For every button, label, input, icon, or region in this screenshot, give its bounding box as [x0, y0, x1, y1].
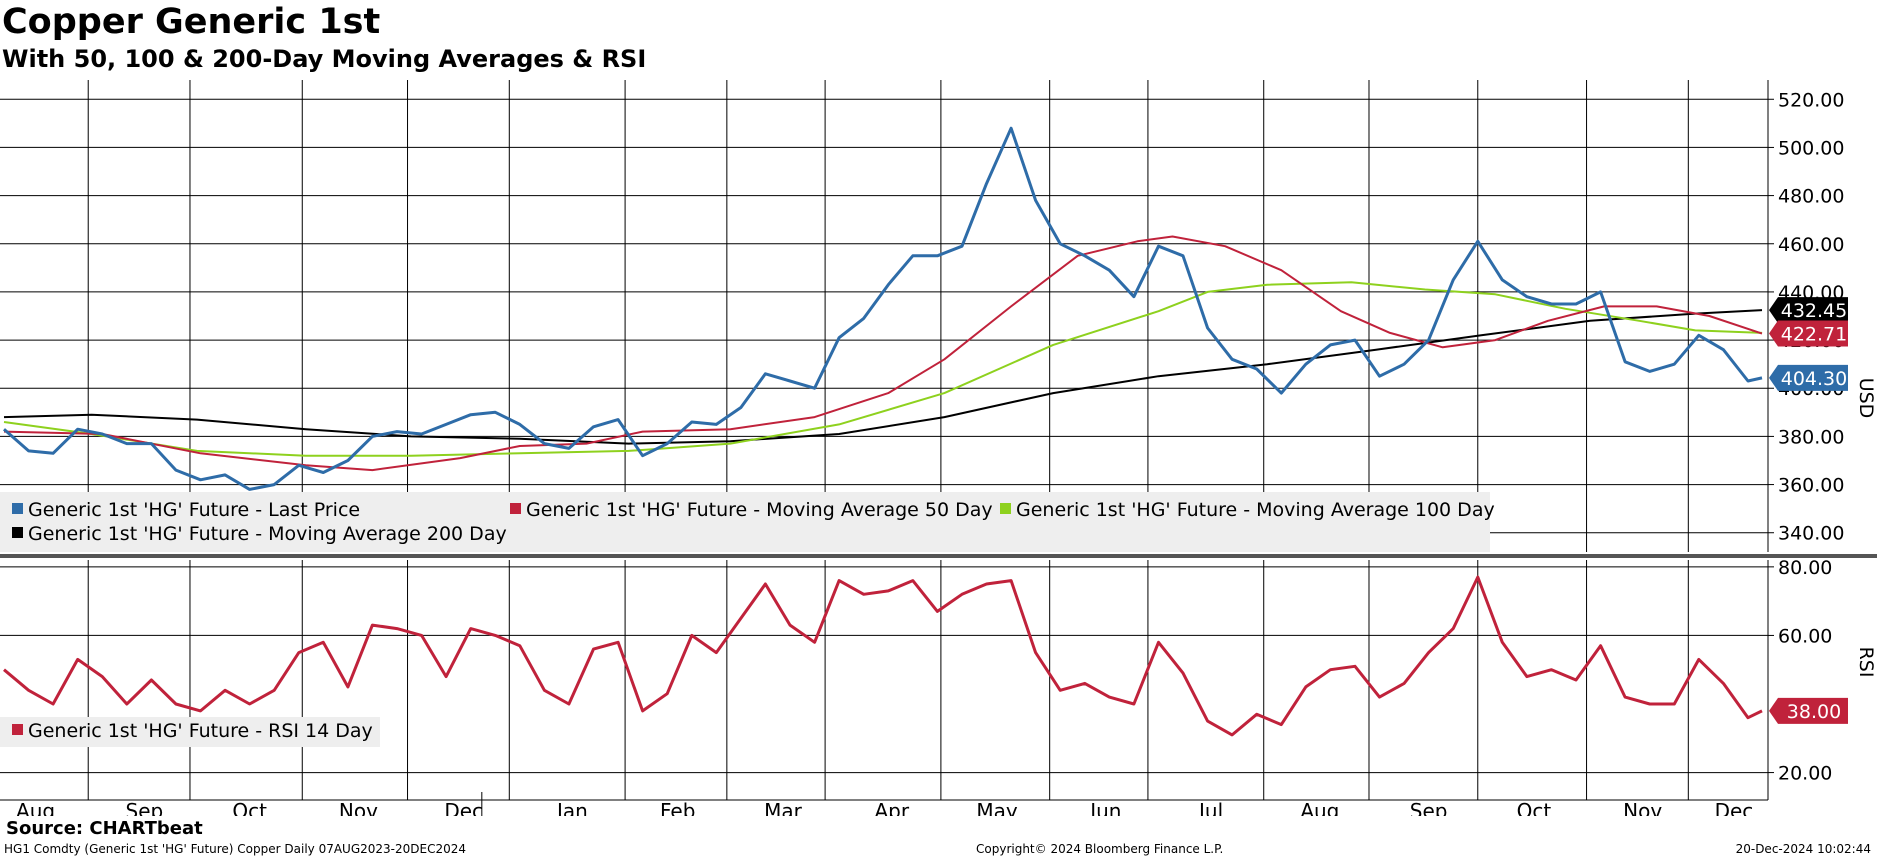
x-tick-label: Sep: [126, 799, 164, 816]
x-tick-label: Nov: [339, 799, 378, 816]
rsi-axis-label: RSI: [1855, 647, 1877, 678]
x-tick-label: Mar: [764, 799, 803, 816]
legend-label-ma50: Generic 1st 'HG' Future - Moving Average…: [526, 499, 993, 521]
x-tick-label: Jan: [555, 799, 588, 816]
y-tick-label: 380.00: [1778, 426, 1844, 448]
x-tick-label: Jun: [1088, 799, 1121, 816]
rsi-legend: Generic 1st 'HG' Future - RSI 14 Day: [0, 717, 380, 747]
series-line-ma200: [3, 309, 1763, 445]
last-value-label-rsi: 38.00: [1787, 701, 1841, 723]
y-tick-label: 520.00: [1778, 89, 1844, 111]
price-gridlines: [0, 80, 1768, 552]
last-value-label-ma200: 432.45: [1781, 300, 1847, 322]
legend-label-rsi: Generic 1st 'HG' Future - RSI 14 Day: [28, 720, 373, 742]
x-tick-label: Oct: [1517, 799, 1552, 816]
y-tick-label: 20.00: [1778, 763, 1832, 785]
x-tick-label: Feb: [660, 799, 695, 816]
last-value-tag-rsi: [1769, 697, 1848, 724]
last-value-label-ma50: 422.71: [1781, 324, 1847, 346]
rsi-last-value-tags: 38.00: [1769, 697, 1848, 724]
last-value-tag-price: [1769, 364, 1848, 391]
series-line-ma50: [3, 235, 1763, 472]
x-tick-label: Dec: [1715, 799, 1754, 816]
x-tick-label: Jul: [1197, 799, 1223, 816]
source-note: Source: CHARTbeat: [6, 818, 203, 839]
price-lines: [3, 126, 1763, 491]
series-line-price: [3, 126, 1763, 491]
y-tick-label: 360.00: [1778, 475, 1844, 497]
last-value-tag-ma200: [1769, 297, 1848, 324]
x-tick-label: Nov: [1623, 799, 1662, 816]
x-tick-label: Dec: [444, 799, 483, 816]
rsi-legend-background: [0, 717, 380, 747]
price-legend: Generic 1st 'HG' Future - Last Price Gene…: [0, 492, 1495, 552]
y-tick-label: 60.00: [1778, 625, 1832, 647]
rsi-panel: 80.00 60.00 20.00 RSI 38.00 Generic 1st 'H…: [0, 557, 1877, 800]
legend-swatch-rsi: [12, 724, 23, 735]
x-tick-label: Oct: [232, 799, 267, 816]
legend-swatch-ma200: [12, 527, 23, 538]
x-tick-label: Apr: [874, 799, 909, 816]
price-panel-background: [0, 80, 1768, 552]
x-tick-label: May: [976, 799, 1018, 816]
x-tick-label: Aug: [1300, 799, 1339, 816]
legend-label-ma100: Generic 1st 'HG' Future - Moving Average…: [1016, 499, 1495, 521]
y-tick-label: 460.00: [1778, 234, 1844, 256]
legend-label-ma200: Generic 1st 'HG' Future - Moving Average…: [28, 523, 507, 545]
y-tick-label: 500.00: [1778, 137, 1844, 159]
rsi-y-axis: 80.00 60.00 20.00: [1767, 557, 1832, 800]
last-value-label-price: 404.30: [1781, 368, 1847, 390]
y-tick-label: 480.00: [1778, 186, 1844, 208]
rsi-lines: [3, 575, 1763, 737]
price-panel: 520.00500.00480.00460.00440.00420.00400.…: [0, 80, 1877, 552]
footer-copyright: Copyright© 2024 Bloomberg Finance L.P.: [976, 842, 1224, 856]
legend-swatch-ma100: [1000, 503, 1011, 514]
chart-subtitle: With 50, 100 & 200-Day Moving Averages &…: [2, 45, 647, 73]
chart-title: Copper Generic 1st: [2, 2, 381, 42]
footer-ticker: HG1 Comdty (Generic 1st 'HG' Future) Cop…: [4, 842, 467, 856]
footer-timestamp: 20-Dec-2024 10:02:44: [1735, 842, 1871, 856]
chart-canvas: 520.00500.00480.00460.00440.00420.00400.…: [0, 80, 1877, 816]
legend-swatch-ma50: [510, 503, 521, 514]
last-value-tag-ma50: [1769, 320, 1848, 347]
panel-divider: [0, 554, 1877, 558]
price-y-axis: 520.00500.00480.00460.00440.00420.00400.…: [1767, 80, 1844, 552]
legend-swatch-price: [12, 503, 23, 514]
price-axis-label: USD: [1855, 378, 1877, 419]
series-line-ma100: [3, 281, 1763, 457]
y-tick-label: 340.00: [1778, 523, 1844, 545]
legend-label-price: Generic 1st 'HG' Future - Last Price: [28, 499, 360, 521]
price-legend-background: [0, 492, 1490, 552]
x-tick-label: Aug: [16, 799, 55, 816]
x-tick-label: Sep: [1410, 799, 1448, 816]
y-tick-label: 80.00: [1778, 557, 1832, 579]
x-axis: Aug Sep Oct Nov Dec Jan Feb Mar Apr May Jun Jul Aug S…: [0, 792, 1768, 816]
rsi-gridlines: [0, 560, 1768, 800]
series-line-rsi: [3, 575, 1763, 737]
